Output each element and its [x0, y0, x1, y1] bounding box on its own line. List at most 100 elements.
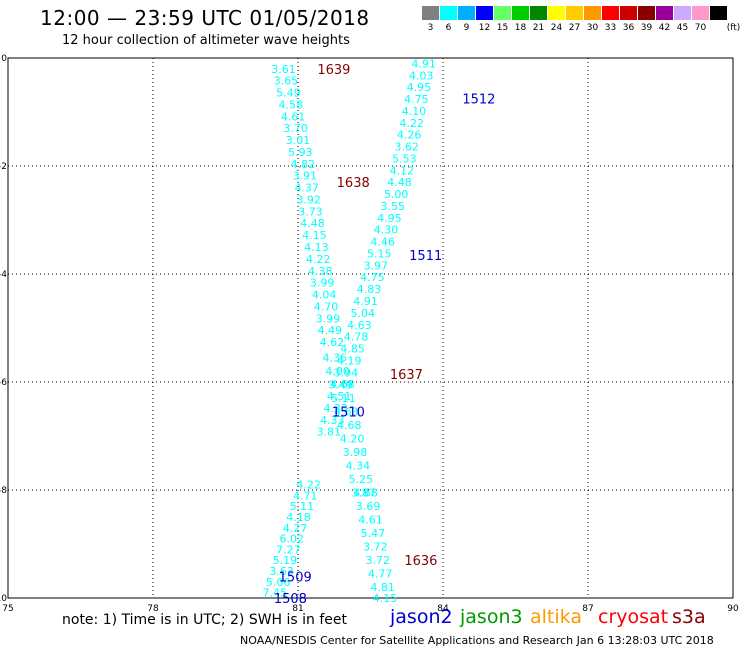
wave-height-value: 4.22	[306, 253, 331, 266]
wave-height-value: 4.75	[360, 271, 385, 284]
x-tick-label: 90	[727, 604, 739, 614]
wave-height-value: 3.63	[269, 565, 294, 578]
wave-height-value: 3.72	[366, 554, 391, 567]
wave-height-value: 7.27	[276, 543, 301, 556]
wave-height-value: 5.04	[351, 307, 376, 320]
legend-label: 30	[586, 23, 599, 33]
legend-label: 27	[568, 23, 581, 33]
legend-label: 3	[427, 23, 434, 33]
wave-height-value: 4.75	[404, 93, 429, 106]
track-label-1511: 1511	[409, 249, 442, 264]
wave-height-value: 4.85	[340, 343, 365, 356]
wave-height-value: 4.81	[370, 581, 395, 594]
wave-height-value: 3.62	[395, 141, 420, 154]
footer-note: note: 1) Time is in UTC; 2) SWH is in fe…	[62, 612, 348, 628]
wave-height-value: 4.20	[340, 433, 365, 446]
satellite-altika: altika	[530, 606, 582, 628]
wave-height-value: 3.99	[316, 312, 341, 325]
track-label-1510: 1510	[332, 406, 365, 421]
y-tick-label: -4	[0, 270, 7, 280]
wave-height-value: 4.04	[312, 289, 337, 302]
axis-ticks: 75 78 81 84 87 90 0 -2 -4 -6 -8 -10	[0, 54, 739, 614]
wave-height-value: 7.45	[263, 587, 288, 600]
legend-label: 70	[694, 23, 707, 33]
wave-height-value: 4.58	[279, 98, 304, 111]
wave-height-value: 4.71	[293, 489, 318, 502]
wave-height-value: 3.49	[328, 379, 353, 392]
wave-height-value: 4.13	[304, 241, 329, 254]
wave-height-value: 4.68	[353, 487, 378, 500]
track-label-1639: 1639	[317, 63, 350, 78]
legend-label: 36	[622, 23, 635, 33]
legend-label: 15	[496, 23, 509, 33]
wave-height-points: 3.613.655.494.584.613.703.015.934.823.91…	[263, 57, 436, 605]
wave-height-value: 4.37	[294, 182, 319, 195]
legend-label: 33	[604, 23, 617, 33]
wave-height-value: 3.99	[310, 277, 335, 290]
wave-height-value: 5.47	[361, 527, 386, 540]
wave-height-value: 5.06	[266, 576, 291, 589]
satellite-s3a: s3a	[672, 606, 706, 628]
wave-height-value: 4.83	[357, 283, 382, 296]
wave-height-value: 5.25	[349, 473, 374, 486]
wave-height-value: 4.68	[330, 378, 355, 391]
legend-label: 21	[532, 23, 545, 33]
wave-height-value: 4.30	[374, 224, 399, 237]
wave-height-value: 3.70	[283, 122, 308, 135]
wave-height-value: 4.18	[286, 511, 311, 524]
track-label-1509: 1509	[279, 570, 312, 585]
wave-height-value: 4.61	[358, 514, 383, 527]
wave-height-value: 4.68	[337, 419, 362, 432]
wave-height-value: 3.98	[343, 446, 368, 459]
satellite-cryosat: cryosat	[598, 606, 669, 628]
wave-height-value: 4.15	[302, 229, 327, 242]
legend-swatch	[638, 6, 655, 20]
legend-label: 45	[676, 23, 689, 33]
y-tick-label: -6	[0, 378, 7, 388]
wave-height-value: 5.53	[392, 152, 417, 165]
legend-swatch	[494, 6, 511, 20]
legend-label: 42	[658, 23, 671, 33]
track-label-1636: 1636	[404, 554, 437, 569]
wave-height-value: 3.73	[298, 205, 323, 218]
wave-height-value: 3.01	[286, 134, 311, 147]
wave-height-value: 4.77	[368, 568, 393, 581]
legend-swatch	[422, 6, 439, 20]
wave-height-value: 4.46	[370, 236, 395, 249]
wave-height-value: 4.19	[337, 354, 362, 367]
wave-height-value: 5.49	[276, 87, 301, 100]
legend-label: 39	[640, 23, 653, 33]
legend-label: 9	[463, 23, 470, 33]
x-tick-label: 84	[437, 604, 449, 614]
track-label-1512: 1512	[462, 93, 495, 108]
wave-height-value: 3.81	[317, 426, 342, 439]
wave-height-value: 4.33	[323, 402, 348, 415]
chart-subtitle: 12 hour collection of altimeter wave hei…	[62, 33, 350, 48]
legend-swatch	[458, 6, 475, 20]
wave-height-value: 4.15	[373, 592, 398, 605]
wave-height-value: 4.70	[314, 300, 339, 313]
wave-height-value: 4.63	[347, 319, 372, 332]
wave-height-value: 3.55	[380, 200, 405, 213]
wave-height-value: 4.10	[402, 105, 427, 118]
satellite-jason2: jason2	[390, 606, 453, 628]
wave-height-value: 4.33	[320, 414, 345, 427]
wave-height-value: 4.51	[327, 390, 352, 403]
wave-height-value: 3.97	[364, 259, 389, 272]
wave-height-value: 4.62	[320, 336, 345, 349]
wave-height-value: 5.11	[331, 392, 356, 405]
wave-height-value: 4.03	[409, 69, 434, 82]
legend-swatch	[692, 6, 709, 20]
track-label-1638: 1638	[337, 176, 370, 191]
track-label-1637: 1637	[390, 368, 423, 383]
wave-height-value: 4.91	[353, 295, 378, 308]
wave-height-value: 3.91	[293, 170, 318, 183]
wave-height-value: 4.22	[296, 479, 321, 492]
wave-height-value: 3.69	[356, 500, 381, 513]
legend-swatch	[566, 6, 583, 20]
legend-unit: (ft)	[726, 23, 740, 33]
y-tick-label: -2	[0, 162, 7, 172]
y-tick-label: -8	[0, 486, 7, 496]
wave-height-value: 4.48	[300, 217, 325, 230]
